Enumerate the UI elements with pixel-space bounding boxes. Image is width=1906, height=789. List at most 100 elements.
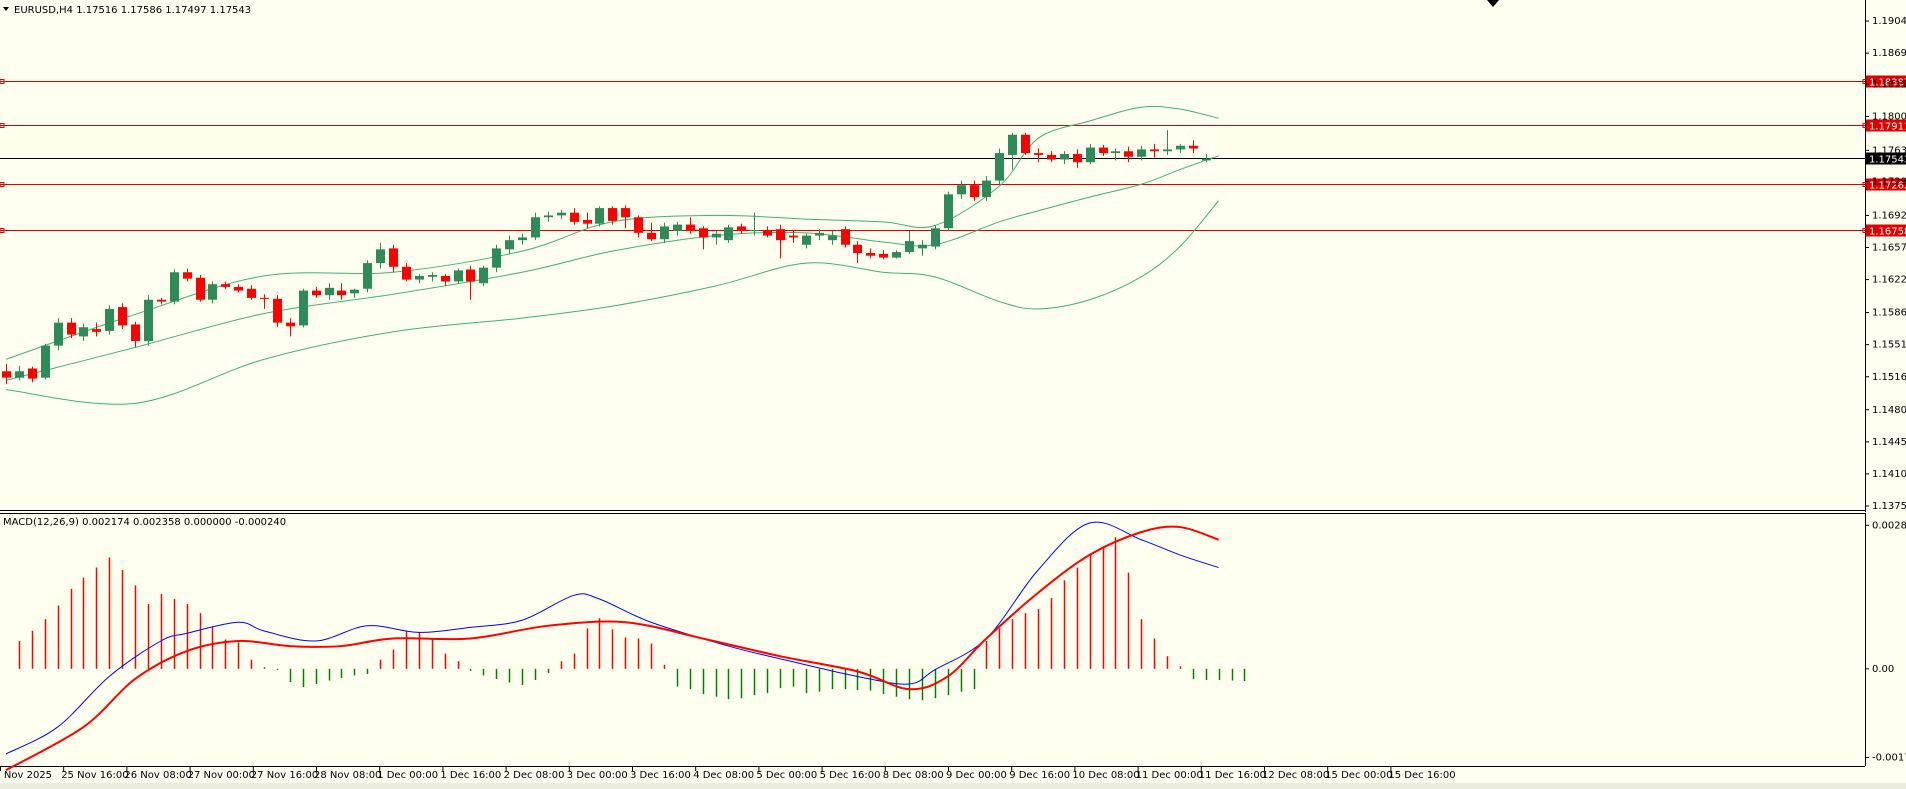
bear-candle[interactable] xyxy=(67,318,76,339)
bull-candle[interactable] xyxy=(454,268,463,284)
macd-pane[interactable]: 0.002835 0.00 -0.00175 MACD(12,26,9) 0.002… xyxy=(0,513,1906,772)
bull-candle[interactable] xyxy=(828,231,837,245)
symbol-menu-triangle-icon[interactable] xyxy=(3,7,9,11)
bear-candle[interactable] xyxy=(389,244,398,273)
bull-candle[interactable] xyxy=(15,365,24,381)
bull-candle[interactable] xyxy=(995,148,1004,185)
bull-candle[interactable] xyxy=(1202,154,1211,163)
bull-candle[interactable] xyxy=(544,211,553,222)
bull-candle[interactable] xyxy=(1086,143,1095,165)
bull-candle[interactable] xyxy=(105,305,114,335)
bear-candle[interactable] xyxy=(1073,149,1082,168)
bear-candle[interactable] xyxy=(1099,144,1108,156)
bear-candle[interactable] xyxy=(686,217,695,234)
bear-candle[interactable] xyxy=(131,321,140,348)
bear-candle[interactable] xyxy=(312,286,321,298)
bull-candle[interactable] xyxy=(673,221,682,236)
bull-candle[interactable] xyxy=(557,209,566,220)
bear-candle[interactable] xyxy=(260,294,269,309)
bear-candle[interactable] xyxy=(763,226,772,238)
bear-candle[interactable] xyxy=(221,281,230,289)
bull-candle[interactable] xyxy=(144,295,153,346)
bear-candle[interactable] xyxy=(647,222,656,242)
bull-candle[interactable] xyxy=(492,244,501,273)
bull-candle[interactable] xyxy=(1111,148,1120,161)
bull-candle[interactable] xyxy=(892,250,901,259)
bear-candle[interactable] xyxy=(841,226,850,248)
bull-candle[interactable] xyxy=(350,288,359,298)
bull-candle[interactable] xyxy=(982,176,991,201)
bull-candle[interactable] xyxy=(505,235,514,254)
bear-candle[interactable] xyxy=(273,295,282,328)
level-anchor-left[interactable] xyxy=(0,182,5,187)
bull-candle[interactable] xyxy=(918,240,927,256)
level-anchor-left[interactable] xyxy=(0,123,5,128)
bear-candle[interactable] xyxy=(789,230,798,243)
bear-candle[interactable] xyxy=(337,283,346,300)
bear-candle[interactable] xyxy=(286,318,295,337)
bull-candle[interactable] xyxy=(1137,145,1146,161)
bear-candle[interactable] xyxy=(402,263,411,282)
bear-candle[interactable] xyxy=(196,275,205,302)
bear-candle[interactable] xyxy=(583,212,592,229)
bear-candle[interactable] xyxy=(118,303,127,330)
bear-candle[interactable] xyxy=(1150,143,1159,158)
bear-candle[interactable] xyxy=(2,363,11,385)
bear-candle[interactable] xyxy=(466,265,475,300)
bull-candle[interactable] xyxy=(712,231,721,245)
bear-candle[interactable] xyxy=(1189,140,1198,154)
bear-candle[interactable] xyxy=(183,268,192,282)
bear-candle[interactable] xyxy=(1124,146,1133,163)
bull-candle[interactable] xyxy=(428,272,437,282)
bear-candle[interactable] xyxy=(441,274,450,286)
bear-candle[interactable] xyxy=(776,224,785,259)
bear-candle[interactable] xyxy=(970,180,979,201)
bear-candle[interactable] xyxy=(234,284,243,293)
bull-candle[interactable] xyxy=(905,231,914,254)
bull-candle[interactable] xyxy=(518,233,527,245)
bull-candle[interactable] xyxy=(325,283,334,300)
bull-candle[interactable] xyxy=(931,225,940,250)
bull-candle[interactable] xyxy=(479,265,488,286)
bear-candle[interactable] xyxy=(608,206,617,225)
bull-candle[interactable] xyxy=(944,191,953,231)
bull-candle[interactable] xyxy=(79,323,88,341)
bear-candle[interactable] xyxy=(621,205,630,229)
bear-candle[interactable] xyxy=(853,241,862,264)
bull-candle[interactable] xyxy=(724,224,733,243)
bull-candle[interactable] xyxy=(363,260,372,293)
bear-candle[interactable] xyxy=(879,250,888,260)
bull-candle[interactable] xyxy=(1163,130,1172,155)
bull-candle[interactable] xyxy=(1060,151,1069,165)
bull-candle[interactable] xyxy=(54,318,63,351)
bull-candle[interactable] xyxy=(208,281,217,304)
bear-candle[interactable] xyxy=(866,248,875,259)
bull-candle[interactable] xyxy=(376,242,385,269)
bear-candle[interactable] xyxy=(1047,151,1056,163)
bull-candle[interactable] xyxy=(170,269,179,305)
bottom-scrollbar[interactable] xyxy=(0,783,1906,789)
bear-candle[interactable] xyxy=(737,223,746,234)
bull-candle[interactable] xyxy=(1176,143,1185,154)
bear-candle[interactable] xyxy=(570,208,579,225)
bear-candle[interactable] xyxy=(92,322,101,337)
bull-candle[interactable] xyxy=(750,212,759,236)
bull-candle[interactable] xyxy=(595,206,604,227)
bull-candle[interactable] xyxy=(415,274,424,284)
bull-candle[interactable] xyxy=(957,180,966,199)
chart-shift-marker[interactable] xyxy=(1487,0,1499,7)
bull-candle[interactable] xyxy=(1008,132,1017,170)
bull-candle[interactable] xyxy=(815,229,824,241)
level-anchor-left[interactable] xyxy=(0,79,5,84)
bear-candle[interactable] xyxy=(28,366,37,383)
level-anchor-left[interactable] xyxy=(0,228,5,233)
bull-candle[interactable] xyxy=(41,343,50,380)
bear-candle[interactable] xyxy=(247,285,256,300)
bear-candle[interactable] xyxy=(699,226,708,250)
bear-candle[interactable] xyxy=(1021,132,1030,155)
bear-candle[interactable] xyxy=(634,215,643,238)
bear-candle[interactable] xyxy=(1034,148,1043,163)
bear-candle[interactable] xyxy=(157,297,166,305)
